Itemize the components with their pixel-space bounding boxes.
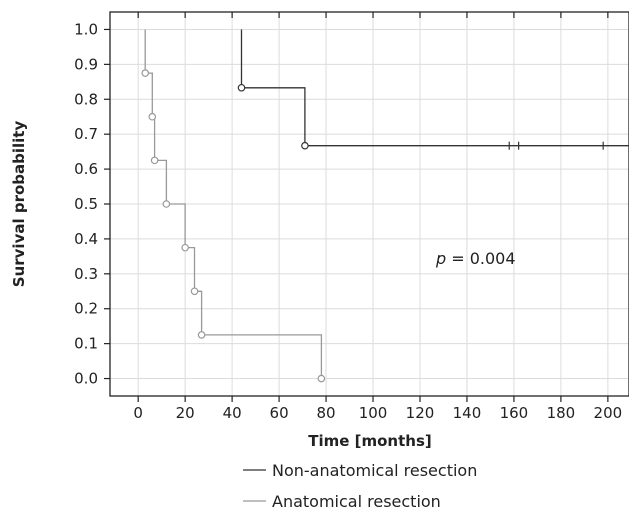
y-tick-label: 0.4	[74, 230, 98, 248]
event-marker	[150, 156, 159, 165]
x-tick-label: 180	[547, 404, 576, 422]
y-tick-label: 0.2	[74, 300, 98, 318]
y-tick-label: 0.6	[74, 160, 98, 178]
y-tick-label: 0.1	[74, 335, 98, 353]
y-tick-label: 0.0	[74, 370, 98, 388]
survival-curve-anatomical-resection	[144, 29, 323, 379]
y-tick-label: 1.0	[74, 20, 98, 38]
y-tick-label: 0.5	[74, 195, 98, 213]
y-tick-label: 0.9	[74, 55, 98, 73]
p-value-annotation: p = 0.004	[435, 249, 516, 268]
x-tick-label: 60	[270, 404, 289, 422]
event-marker	[190, 287, 199, 296]
x-tick-label: 200	[594, 404, 623, 422]
plot-frame	[109, 11, 629, 397]
survival-curve-non-anatomical-resection	[240, 29, 629, 147]
grid-layer	[110, 12, 629, 396]
x-tick-label: 20	[176, 404, 195, 422]
legend: Non-anatomical resection Anatomical rese…	[243, 461, 477, 510]
y-tick-label: 0.3	[74, 265, 98, 283]
event-marker	[237, 83, 246, 92]
y-axis-title: Survival probability	[10, 121, 28, 288]
p-value-text: = 0.004	[446, 249, 515, 268]
ticks-layer: 0 20 40 60 80 100 120 140 160 180 200 0.0 0.1 0.2 0.3 0…	[74, 12, 622, 422]
x-tick-label: 40	[223, 404, 242, 422]
event-marker	[162, 200, 171, 208]
event-marker	[148, 112, 157, 121]
x-tick-label: 120	[406, 404, 435, 422]
y-tick-label: 0.8	[74, 90, 98, 108]
series-layer	[141, 29, 629, 383]
legend-label-non-anatomical: Non-anatomical resection	[272, 461, 477, 480]
event-marker	[301, 141, 309, 150]
y-tick-label: 0.7	[74, 125, 98, 143]
x-tick-label: 80	[317, 404, 336, 422]
x-tick-label: 160	[500, 404, 529, 422]
event-marker	[141, 69, 150, 77]
event-marker	[197, 331, 206, 339]
x-tick-label: 0	[133, 404, 143, 422]
series-anatomical-resection	[141, 29, 326, 383]
x-axis-title: Time [months]	[308, 432, 432, 450]
event-marker	[181, 243, 189, 252]
p-value-symbol: p	[435, 249, 446, 268]
series-non-anatomical-resection	[237, 29, 629, 150]
legend-label-anatomical: Anatomical resection	[272, 492, 441, 510]
x-tick-label: 140	[453, 404, 482, 422]
event-marker	[317, 374, 326, 383]
x-tick-label: 100	[359, 404, 388, 422]
